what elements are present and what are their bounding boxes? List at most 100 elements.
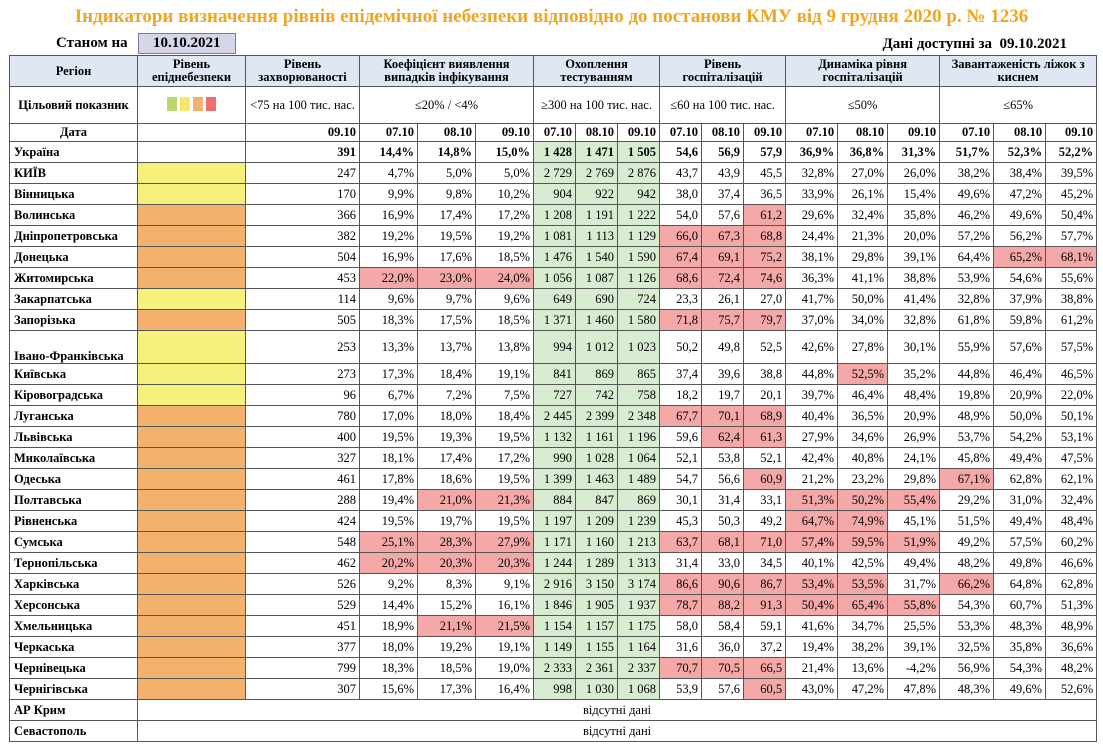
region-name: Херсонська: [10, 595, 138, 616]
positivity-value: 8,3%: [418, 574, 476, 595]
hosp-dyn-value: 41,6%: [786, 616, 838, 637]
hosp-value: 43,9: [702, 163, 744, 184]
as-of-date: 10.10.2021: [138, 33, 236, 54]
positivity-value: 16,9%: [360, 247, 418, 268]
positivity-value: 18,6%: [418, 469, 476, 490]
level-indicator: [138, 364, 246, 385]
testing-value: 1 154: [534, 616, 576, 637]
hosp-value: 30,1: [660, 490, 702, 511]
hosp-value: 68,6: [660, 268, 702, 289]
region-name: Україна: [10, 142, 138, 163]
hosp-dyn-value: 38,8%: [888, 268, 940, 289]
hosp-dyn-value: 36,9%: [786, 142, 838, 163]
hosp-dyn-value: 48,4%: [888, 385, 940, 406]
testing-value: 2 729: [534, 163, 576, 184]
hosp-dyn-value: 39,1%: [888, 247, 940, 268]
testing-value: 1 191: [576, 205, 618, 226]
header-oxygen: Завантаженість ліжок з киснем: [940, 56, 1097, 87]
oxygen-value: 44,8%: [940, 364, 994, 385]
testing-value: 2 445: [534, 406, 576, 427]
testing-value: 690: [576, 289, 618, 310]
positivity-value: 21,0%: [418, 490, 476, 511]
hosp-dyn-value: 36,8%: [838, 142, 888, 163]
level-indicator: [138, 553, 246, 574]
oxygen-value: 48,3%: [994, 616, 1046, 637]
positivity-value: 19,0%: [476, 658, 534, 679]
hosp-value: 37,2: [744, 637, 786, 658]
hosp-dyn-value: 41,7%: [786, 289, 838, 310]
hosp-value: 33,0: [702, 553, 744, 574]
level-indicator: [138, 574, 246, 595]
testing-value: 2 348: [618, 406, 660, 427]
hosp-dyn-value: 42,6%: [786, 331, 838, 364]
table-row: Полтавська 288 19,4% 21,0% 21,3% 884 847 869 30,…: [10, 490, 1097, 511]
hosp-value: 49,2: [744, 511, 786, 532]
hosp-dyn-value: 25,5%: [888, 616, 940, 637]
hosp-dyn-value: 15,4%: [888, 184, 940, 205]
oxygen-value: 52,3%: [994, 142, 1046, 163]
hosp-value: 78,7: [660, 595, 702, 616]
table-row: Харківська 526 9,2% 8,3% 9,1% 2 916 3 150 3 174…: [10, 574, 1097, 595]
hosp-value: 31,4: [660, 553, 702, 574]
table-row: Сумська 548 25,1% 28,3% 27,9% 1 171 1 160 1 213…: [10, 532, 1097, 553]
date-cell-oxygen: 08.10: [994, 124, 1046, 142]
hosp-dyn-value: 21,3%: [838, 226, 888, 247]
oxygen-value: 36,6%: [1046, 637, 1097, 658]
header-incidence: Рівень захворюваності: [246, 56, 360, 87]
oxygen-value: 46,5%: [1046, 364, 1097, 385]
oxygen-value: 48,9%: [940, 406, 994, 427]
target-hosp-dyn: ≤50%: [786, 87, 940, 124]
level-indicator: [138, 289, 246, 310]
hosp-dyn-value: 26,0%: [888, 163, 940, 184]
region-name: Вінницька: [10, 184, 138, 205]
incidence-value: 400: [246, 427, 360, 448]
testing-value: 2 361: [576, 658, 618, 679]
hosp-value: 71,0: [744, 532, 786, 553]
hosp-value: 20,1: [744, 385, 786, 406]
table-row: Чернівецька 799 18,3% 18,5% 19,0% 2 333 2 361 2…: [10, 658, 1097, 679]
positivity-value: 18,9%: [360, 616, 418, 637]
hosp-value: 45,3: [660, 511, 702, 532]
header-level: Рівень епіднебезпеки: [138, 56, 246, 87]
oxygen-value: 49,8%: [994, 553, 1046, 574]
positivity-value: 19,2%: [476, 226, 534, 247]
hosp-value: 67,3: [702, 226, 744, 247]
hosp-dyn-value: 50,4%: [786, 595, 838, 616]
positivity-value: 17,4%: [418, 205, 476, 226]
testing-value: 1 149: [534, 637, 576, 658]
table-row-missing: АР Крим відсутні дані: [10, 700, 1097, 721]
oxygen-value: 61,2%: [1046, 310, 1097, 331]
oxygen-value: 50,1%: [1046, 406, 1097, 427]
oxygen-value: 48,9%: [1046, 616, 1097, 637]
level-indicator: [138, 247, 246, 268]
hosp-value: 39,6: [702, 364, 744, 385]
positivity-value: 17,0%: [360, 406, 418, 427]
hosp-value: 58,0: [660, 616, 702, 637]
oxygen-value: 53,7%: [940, 427, 994, 448]
table-row: Волинська 366 16,9% 17,4% 17,2% 1 208 1 191 1 2…: [10, 205, 1097, 226]
testing-value: 1 222: [618, 205, 660, 226]
positivity-value: 15,2%: [418, 595, 476, 616]
hosp-value: 75,2: [744, 247, 786, 268]
table-row: Донецька 504 16,9% 17,6% 18,5% 1 476 1 540 1 59…: [10, 247, 1097, 268]
hosp-value: 34,5: [744, 553, 786, 574]
oxygen-value: 47,5%: [1046, 448, 1097, 469]
testing-value: 2 876: [618, 163, 660, 184]
hosp-dyn-value: 45,1%: [888, 511, 940, 532]
oxygen-value: 48,4%: [1046, 511, 1097, 532]
region-name: Севастополь: [10, 721, 138, 742]
testing-value: 1 160: [576, 532, 618, 553]
oxygen-value: 46,6%: [1046, 553, 1097, 574]
legend-swatch: [193, 97, 203, 111]
positivity-value: 17,4%: [418, 448, 476, 469]
positivity-value: 19,3%: [418, 427, 476, 448]
oxygen-value: 62,1%: [1046, 469, 1097, 490]
oxygen-value: 48,2%: [1046, 658, 1097, 679]
oxygen-value: 49,4%: [994, 511, 1046, 532]
hosp-value: 57,9: [744, 142, 786, 163]
hosp-dyn-value: 34,6%: [838, 427, 888, 448]
positivity-value: 5,0%: [418, 163, 476, 184]
positivity-value: 17,5%: [418, 310, 476, 331]
region-name: Київська: [10, 364, 138, 385]
hosp-value: 53,9: [660, 679, 702, 700]
